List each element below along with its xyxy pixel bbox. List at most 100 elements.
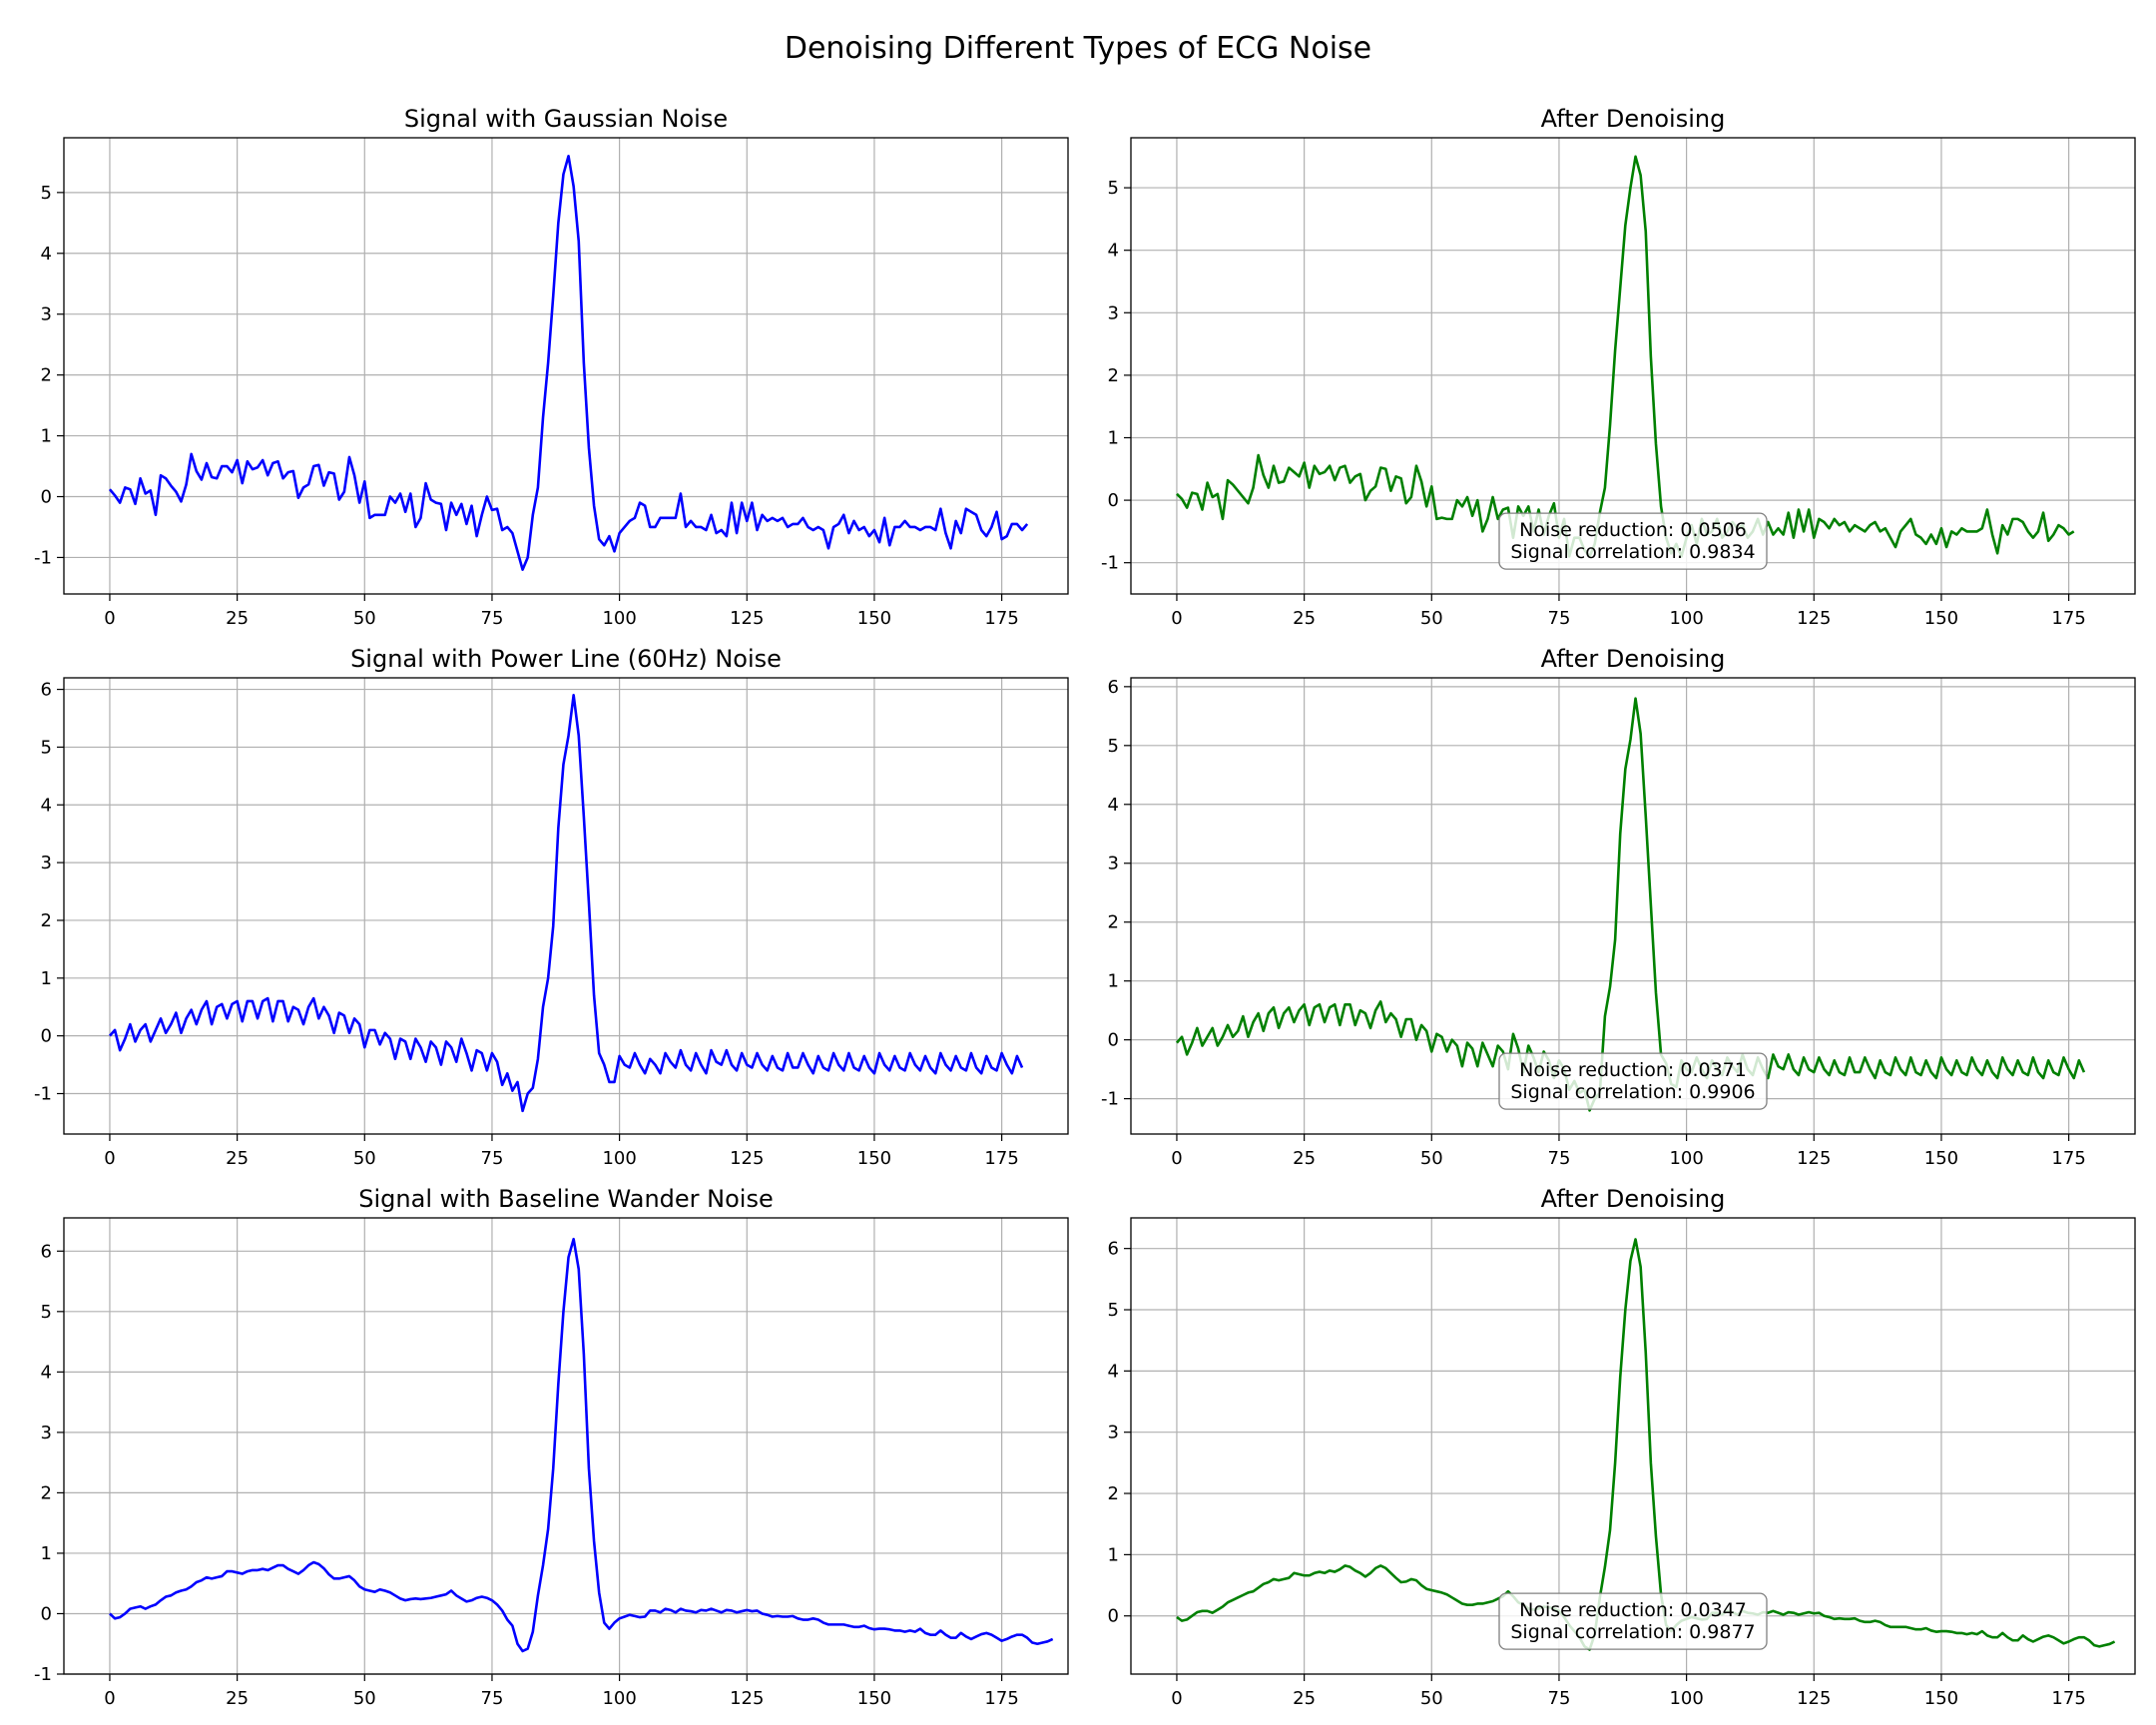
annotation-line: Noise reduction: 0.0506 (1519, 519, 1747, 541)
x-tick-label: 0 (1171, 1148, 1182, 1169)
x-tick-label: 100 (602, 1148, 636, 1169)
y-tick-label: 4 (1108, 241, 1119, 262)
y-tick-label: 1 (1108, 1544, 1119, 1565)
x-tick-label: 100 (602, 608, 636, 629)
y-tick-label: 0 (41, 1603, 52, 1624)
y-tick-label: 0 (41, 1026, 52, 1047)
y-tick-label: 6 (41, 680, 52, 701)
subplot-title: After Denoising (1541, 645, 1726, 673)
y-tick-label: 5 (1108, 1300, 1119, 1321)
y-tick-label: 5 (41, 737, 52, 758)
x-tick-label: 150 (1924, 1148, 1958, 1169)
y-tick-label: 4 (41, 1362, 52, 1383)
annotation-line: Signal correlation: 0.9906 (1510, 1081, 1755, 1103)
x-tick-label: 125 (730, 1688, 764, 1709)
annotation-box (1498, 1052, 1768, 1110)
x-tick-label: 0 (104, 1688, 115, 1709)
subplot-title: After Denoising (1541, 105, 1726, 133)
series-line (108, 694, 1024, 1113)
y-tick-label: 0 (1108, 1606, 1119, 1627)
subplot-title: Signal with Baseline Wander Noise (358, 1185, 773, 1213)
y-tick-label: 4 (41, 795, 52, 816)
y-tick-label: 5 (1108, 178, 1119, 199)
x-tick-label: 100 (1669, 1688, 1703, 1709)
series-line (1176, 155, 2075, 558)
subplot-row2-right: 0 25 50 75 100 125 150 175 -1 0 1 2 3 4 5 6 After Denois… (1101, 645, 2136, 1169)
y-tick-label: 4 (1108, 795, 1119, 816)
plot-frame (63, 1217, 1069, 1675)
y-tick-label: -1 (34, 1664, 52, 1685)
y-tick-label: 1 (41, 968, 52, 989)
subplot-row2-left: 0 25 50 75 100 125 150 175 -1 0 1 2 3 4 5 6 Signal with … (34, 645, 1069, 1169)
plot-frame (1130, 137, 2136, 595)
plot-frame (63, 137, 1069, 595)
x-tick-label: 125 (730, 608, 764, 629)
x-tick-label: 25 (226, 1688, 249, 1709)
y-tick-label: -1 (34, 1084, 52, 1105)
y-tick-label: 6 (1108, 677, 1119, 698)
annotation-box (1498, 512, 1768, 570)
x-tick-label: 50 (353, 1688, 376, 1709)
y-tick-label: 5 (41, 183, 52, 204)
x-tick-label: 0 (1171, 608, 1182, 629)
y-tick-label: 3 (1108, 302, 1119, 323)
x-tick-label: 0 (104, 1148, 115, 1169)
subplot-row3-left: 0 25 50 75 100 125 150 175 -1 0 1 2 3 4 5 6 Signal with … (34, 1185, 1069, 1709)
series-line (109, 1237, 1054, 1653)
x-tick-label: 0 (1171, 1688, 1182, 1709)
y-tick-label: -1 (1101, 553, 1119, 574)
y-tick-label: 2 (1108, 365, 1119, 386)
y-tick-label: -1 (1101, 1089, 1119, 1110)
y-tick-label: 1 (41, 426, 52, 447)
x-tick-label: 150 (1924, 608, 1958, 629)
x-tick-label: 100 (602, 1688, 636, 1709)
plot-frame (63, 677, 1069, 1135)
subplot-title: After Denoising (1541, 1185, 1726, 1213)
y-tick-label: -1 (34, 547, 52, 568)
x-tick-label: 125 (1797, 608, 1831, 629)
annotation-line: Noise reduction: 0.0371 (1519, 1059, 1747, 1081)
x-tick-label: 25 (1293, 608, 1316, 629)
x-tick-label: 175 (984, 1688, 1018, 1709)
y-tick-label: 3 (1108, 1423, 1119, 1443)
plot-frame (1130, 1217, 2136, 1675)
subplot-title: Signal with Gaussian Noise (404, 105, 728, 133)
x-tick-label: 25 (1293, 1148, 1316, 1169)
y-tick-label: 3 (41, 304, 52, 325)
y-tick-label: 2 (1108, 912, 1119, 933)
y-tick-label: 0 (41, 487, 52, 508)
x-tick-label: 150 (857, 1688, 891, 1709)
x-tick-label: 150 (857, 608, 891, 629)
plot-frame (1130, 677, 2136, 1135)
x-tick-label: 50 (1420, 1148, 1443, 1169)
y-tick-label: 4 (41, 244, 52, 265)
y-tick-label: 0 (1108, 1030, 1119, 1051)
annotation-line: Noise reduction: 0.0347 (1519, 1599, 1747, 1621)
x-tick-label: 125 (730, 1148, 764, 1169)
x-tick-label: 175 (984, 1148, 1018, 1169)
y-tick-label: 6 (1108, 1239, 1119, 1260)
x-tick-label: 0 (104, 608, 115, 629)
y-tick-label: 5 (41, 1302, 52, 1323)
y-tick-label: 5 (1108, 736, 1119, 757)
x-tick-label: 50 (1420, 608, 1443, 629)
subplot-row1-right: 0 25 50 75 100 125 150 175 -1 0 1 2 3 4 5 After Denoisi… (1101, 105, 2136, 629)
series-line (1175, 697, 2086, 1112)
y-tick-label: 3 (41, 1423, 52, 1443)
x-tick-label: 100 (1669, 608, 1703, 629)
series-line (108, 154, 1029, 571)
x-tick-label: 25 (226, 1148, 249, 1169)
y-tick-label: 1 (1108, 427, 1119, 448)
x-tick-label: 50 (353, 608, 376, 629)
y-tick-label: 2 (41, 365, 52, 386)
x-tick-label: 75 (481, 1148, 504, 1169)
x-tick-label: 125 (1797, 1148, 1831, 1169)
annotation-line: Signal correlation: 0.9834 (1510, 541, 1755, 563)
y-tick-label: 2 (41, 910, 52, 931)
x-tick-label: 75 (1548, 608, 1571, 629)
